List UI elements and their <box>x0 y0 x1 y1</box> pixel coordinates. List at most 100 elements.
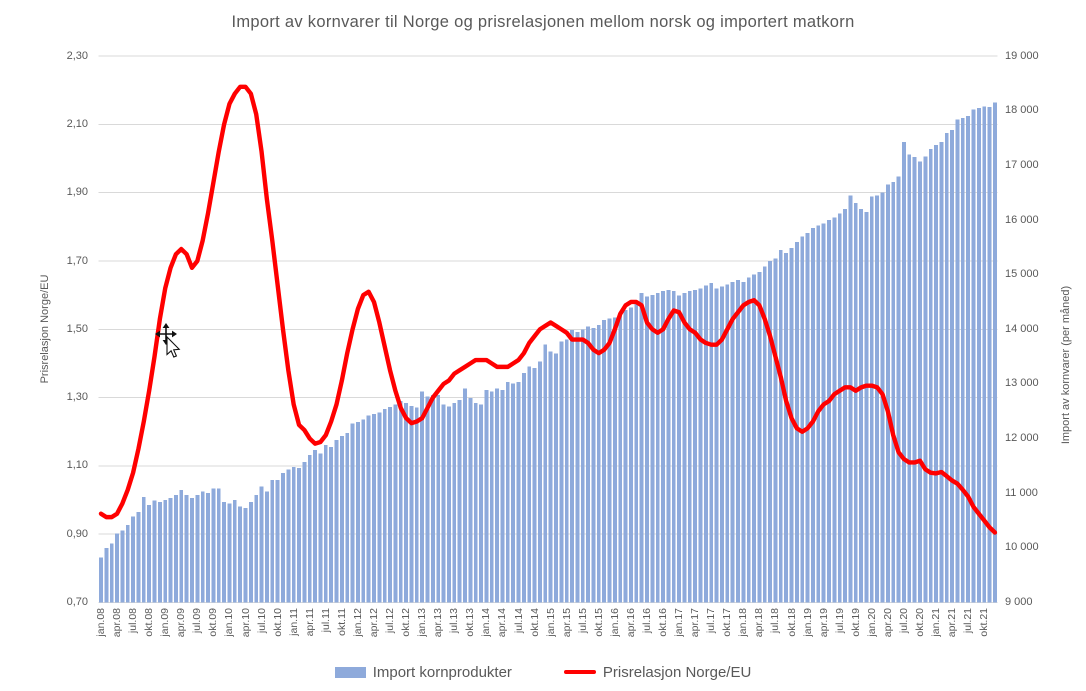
legend-item-import-kornprodukter[interactable]: Import kornprodukter <box>334 664 512 681</box>
bar[interactable] <box>885 184 890 603</box>
bar[interactable] <box>869 196 874 603</box>
bar[interactable] <box>891 181 896 603</box>
bar[interactable] <box>993 102 997 603</box>
bar[interactable] <box>297 468 301 603</box>
bar[interactable] <box>361 419 366 603</box>
bar[interactable] <box>259 486 264 603</box>
bar[interactable] <box>511 383 516 603</box>
bar[interactable] <box>420 391 425 603</box>
bar[interactable] <box>757 271 762 603</box>
bar[interactable] <box>596 324 601 603</box>
bar[interactable] <box>366 415 371 603</box>
bar[interactable] <box>939 141 944 603</box>
bar[interactable] <box>393 404 398 603</box>
bar[interactable] <box>398 400 403 603</box>
bar[interactable] <box>923 156 928 603</box>
bar[interactable] <box>136 511 141 603</box>
bar[interactable] <box>430 394 435 603</box>
bar[interactable] <box>238 506 243 603</box>
bar[interactable] <box>339 435 344 603</box>
bar[interactable] <box>896 176 901 603</box>
bar[interactable] <box>564 339 569 603</box>
bar[interactable] <box>682 293 687 603</box>
bar[interactable] <box>875 195 880 603</box>
bar[interactable] <box>222 501 227 603</box>
bar[interactable] <box>350 423 355 603</box>
bar[interactable] <box>168 498 173 603</box>
bar[interactable] <box>404 403 409 603</box>
bar[interactable] <box>206 493 210 603</box>
bar[interactable] <box>848 195 853 603</box>
bar[interactable] <box>794 241 799 603</box>
bar[interactable] <box>200 491 205 603</box>
bar[interactable] <box>960 117 965 603</box>
bar[interactable] <box>307 454 312 603</box>
bar[interactable] <box>495 388 500 603</box>
bar[interactable] <box>586 326 591 603</box>
bar[interactable] <box>532 368 537 603</box>
bar[interactable] <box>655 293 660 603</box>
bar[interactable] <box>414 407 419 603</box>
bar[interactable] <box>125 524 130 603</box>
bar[interactable] <box>768 261 773 603</box>
bar[interactable] <box>591 328 596 603</box>
bar[interactable] <box>741 281 746 603</box>
bar[interactable] <box>468 398 473 603</box>
bar[interactable] <box>837 213 842 603</box>
bar[interactable] <box>243 507 248 603</box>
bar[interactable] <box>736 280 740 603</box>
bar[interactable] <box>377 412 382 603</box>
bar[interactable] <box>666 289 671 603</box>
bar[interactable] <box>131 516 136 603</box>
bar[interactable] <box>618 312 623 603</box>
bar[interactable] <box>950 129 955 603</box>
bar[interactable] <box>211 488 216 603</box>
bar[interactable] <box>104 547 109 603</box>
bar[interactable] <box>805 233 810 603</box>
bar[interactable] <box>173 494 178 603</box>
bar[interactable] <box>457 399 462 603</box>
bar[interactable] <box>548 351 553 603</box>
bar[interactable] <box>163 499 168 603</box>
bar[interactable] <box>645 296 649 603</box>
bar[interactable] <box>778 250 783 603</box>
bar[interactable] <box>902 141 906 603</box>
bar[interactable] <box>720 286 724 603</box>
bar[interactable] <box>918 161 922 603</box>
bar[interactable] <box>281 473 285 603</box>
bar[interactable] <box>425 396 430 603</box>
bar[interactable] <box>864 211 869 603</box>
bar[interactable] <box>725 284 730 603</box>
bar[interactable] <box>575 332 580 603</box>
bar[interactable] <box>248 501 253 603</box>
bar[interactable] <box>99 557 103 603</box>
bar[interactable] <box>628 307 633 603</box>
bar[interactable] <box>270 480 275 603</box>
bar[interactable] <box>762 266 767 603</box>
line-series-prisrelasjon[interactable] <box>98 84 998 535</box>
bar[interactable] <box>912 157 917 603</box>
bar[interactable] <box>821 223 826 603</box>
bar[interactable] <box>607 318 612 603</box>
bar[interactable] <box>955 119 960 603</box>
bar[interactable] <box>345 433 350 603</box>
bar[interactable] <box>232 499 237 603</box>
bar[interactable] <box>334 440 339 603</box>
bar[interactable] <box>811 228 815 603</box>
bar[interactable] <box>489 391 494 603</box>
legend-item-prisrelasjon[interactable]: Prisrelasjon Norge/EU <box>563 664 751 681</box>
bar[interactable] <box>264 491 269 603</box>
bar[interactable] <box>372 413 376 603</box>
bar[interactable] <box>463 388 467 603</box>
bar[interactable] <box>623 310 628 603</box>
bar[interactable] <box>784 252 789 603</box>
bar[interactable] <box>714 288 719 603</box>
bar[interactable] <box>687 291 692 603</box>
bar[interactable] <box>698 288 703 603</box>
bar[interactable] <box>859 209 864 603</box>
bar[interactable] <box>543 344 548 603</box>
bar[interactable] <box>505 381 510 603</box>
bar[interactable] <box>313 450 318 603</box>
bar[interactable] <box>789 247 794 603</box>
bar[interactable] <box>537 361 542 603</box>
